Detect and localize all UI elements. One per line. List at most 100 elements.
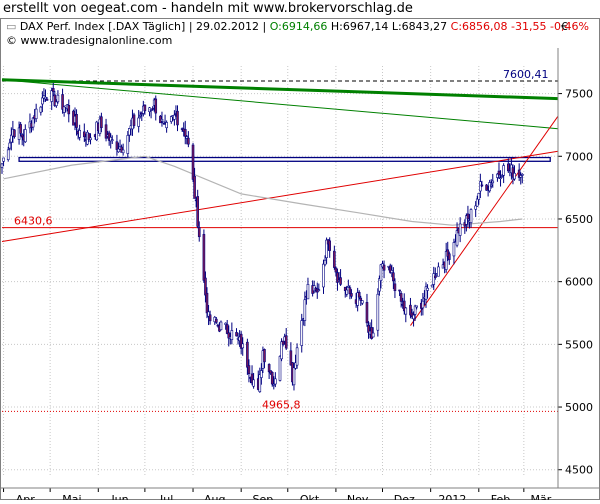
candle (359, 295, 363, 306)
candle (224, 322, 227, 330)
x-tick-label: Sep (253, 493, 274, 500)
candle-body (151, 108, 154, 110)
candle (404, 307, 408, 323)
candle (109, 133, 113, 149)
candle-body (128, 127, 131, 136)
chart-date: 29.02.2012 (196, 20, 259, 33)
candle-body (519, 175, 523, 178)
candle (488, 179, 491, 193)
candle (263, 348, 266, 369)
candle-body (176, 110, 179, 126)
candle (466, 205, 470, 228)
candle (225, 319, 229, 335)
candle (197, 221, 201, 242)
price-band (18, 156, 551, 162)
candle (303, 291, 307, 327)
candle (474, 201, 477, 218)
candle-body (507, 163, 510, 172)
candle-body (169, 116, 173, 122)
candle-body (207, 311, 210, 317)
candle-body (511, 167, 515, 178)
candle (241, 337, 245, 356)
candle (239, 331, 243, 355)
candle-body (500, 175, 504, 177)
candle (334, 266, 338, 277)
candle-body (421, 300, 425, 309)
candle (160, 111, 164, 127)
candle (278, 355, 282, 382)
candle-body (317, 289, 321, 291)
y-tick-label: 6500 (565, 213, 593, 226)
candle (110, 135, 114, 144)
candle (61, 88, 64, 114)
candle-body (447, 253, 451, 260)
candle-body (23, 129, 27, 143)
candle (333, 245, 336, 270)
candle (17, 121, 21, 145)
x-tick-label: Dez (394, 493, 415, 500)
candle (151, 106, 154, 111)
candle (154, 95, 158, 121)
candle (107, 130, 111, 146)
candle (159, 114, 162, 124)
candle-body (348, 287, 352, 295)
candle (53, 90, 57, 107)
candle (432, 266, 436, 291)
candle (55, 99, 58, 108)
candle (13, 129, 16, 139)
candle (187, 131, 190, 148)
low-value: L:6843,27 (392, 20, 447, 33)
candle (272, 376, 276, 390)
candle (452, 238, 456, 265)
candle-body (361, 300, 364, 304)
candle (78, 124, 81, 141)
candle-body (437, 266, 440, 277)
candle (20, 133, 24, 146)
candle-body (357, 292, 361, 298)
candle (162, 121, 165, 125)
candle-body (235, 332, 238, 337)
candle-body (61, 94, 64, 110)
candle-body (469, 209, 473, 223)
candle-body (480, 184, 484, 187)
annotation-label: 7600,41 (503, 68, 549, 81)
candle-body (432, 273, 436, 285)
candle-body (45, 98, 49, 101)
headline: erstellt von oegeat.com - handeln mit ww… (3, 1, 413, 16)
candle-body (227, 332, 231, 339)
candle (280, 338, 283, 362)
x-tick-label: Aug (204, 493, 225, 500)
candle-body (303, 299, 307, 321)
chart-header-line: ▭ DAX Perf. Index [.DAX Täglich] | 29.02… (6, 20, 589, 33)
candle-body (75, 114, 78, 128)
candle-body (479, 181, 482, 192)
candle-body (390, 270, 394, 273)
candle-body (115, 141, 119, 150)
candle (458, 217, 462, 243)
candle-body (477, 193, 481, 200)
candle (410, 308, 414, 319)
candle (41, 91, 44, 113)
plot-area (2, 66, 558, 476)
candle-body (399, 293, 403, 302)
candle (421, 292, 425, 316)
candle-body (185, 136, 189, 139)
candle-body (193, 175, 196, 199)
candle (44, 89, 47, 102)
candle-body (398, 289, 401, 292)
close-value: C:6856,08 (451, 20, 508, 33)
candle-body (455, 230, 459, 246)
candle (207, 304, 210, 326)
candle-body (339, 277, 342, 285)
candle-body (138, 114, 142, 117)
candle (388, 263, 392, 274)
candle (23, 124, 27, 143)
candle-body (20, 134, 24, 138)
candle (235, 328, 238, 337)
candle (230, 322, 234, 345)
candle-body (19, 124, 22, 134)
candle-body (250, 373, 254, 384)
candle-body (241, 343, 245, 349)
trend-green-thin (1, 79, 559, 130)
candle (347, 279, 350, 288)
